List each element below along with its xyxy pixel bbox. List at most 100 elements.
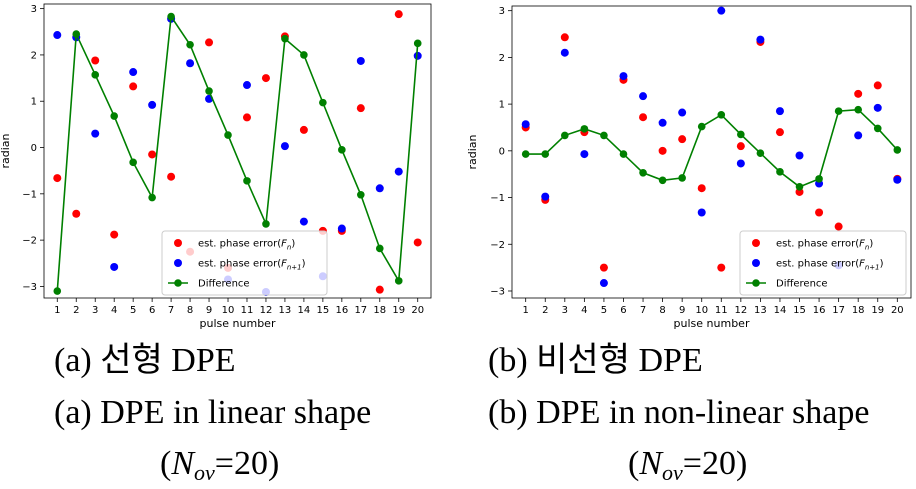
blue-point bbox=[299, 217, 308, 226]
blue-point bbox=[854, 131, 863, 140]
blue-point bbox=[678, 108, 687, 117]
difference-point bbox=[224, 131, 232, 139]
difference-point bbox=[91, 71, 100, 79]
blue-point bbox=[658, 118, 667, 127]
legend-marker bbox=[174, 239, 182, 247]
difference-point bbox=[678, 174, 686, 182]
x-tick-label: 20 bbox=[891, 305, 904, 316]
difference-point bbox=[357, 190, 365, 199]
blue-point bbox=[337, 224, 346, 233]
difference-point bbox=[110, 112, 118, 120]
legend: est. phase error(Fn) est. phase error(Fn+… bbox=[739, 230, 907, 296]
difference-point bbox=[375, 244, 384, 253]
x-tick-label: 10 bbox=[222, 305, 235, 316]
blue-point bbox=[521, 120, 530, 129]
red-point bbox=[91, 56, 100, 65]
blue-point bbox=[580, 150, 589, 159]
blue-point bbox=[375, 184, 384, 193]
red-point bbox=[697, 184, 706, 193]
red-point bbox=[375, 285, 384, 294]
difference-point bbox=[658, 176, 667, 185]
plot-frame bbox=[43, 3, 432, 299]
x-tick-label: 13 bbox=[279, 305, 292, 316]
red-point bbox=[599, 263, 608, 272]
caption-b-english: (b) DPE in non-linear shape bbox=[488, 394, 870, 431]
red-point bbox=[560, 33, 569, 42]
red-point bbox=[356, 104, 365, 113]
red-point bbox=[53, 174, 62, 183]
difference-point bbox=[53, 287, 62, 295]
difference-point bbox=[186, 40, 194, 49]
difference-point bbox=[281, 34, 289, 43]
difference-point bbox=[319, 98, 327, 107]
difference-line bbox=[56, 14, 419, 292]
x-tick-label: 9 bbox=[679, 305, 685, 316]
blue-point bbox=[356, 56, 365, 65]
blue-point bbox=[775, 107, 784, 116]
x-tick-label: 10 bbox=[695, 305, 708, 316]
x-tick-label: 7 bbox=[168, 305, 174, 316]
x-tick-label: 5 bbox=[130, 305, 136, 316]
red-point bbox=[205, 38, 214, 47]
red-point bbox=[873, 81, 882, 90]
red-point bbox=[678, 135, 687, 144]
caption-a-nov-value: =20) bbox=[214, 445, 280, 482]
blue-point bbox=[541, 192, 550, 201]
x-tick-label: 16 bbox=[335, 305, 348, 316]
x-tick-label: 18 bbox=[852, 305, 865, 316]
legend-marker bbox=[752, 279, 760, 287]
difference-point bbox=[541, 150, 550, 158]
red-point bbox=[394, 10, 403, 19]
blue-point bbox=[717, 6, 726, 15]
x-tick-label: 12 bbox=[734, 305, 747, 316]
y-tick-label: −2 bbox=[490, 240, 505, 251]
x-tick-label: 12 bbox=[260, 305, 273, 316]
difference-point bbox=[756, 149, 765, 157]
red-point bbox=[736, 142, 745, 151]
y-tick-label: 1 bbox=[499, 100, 505, 111]
x-tick-label: 15 bbox=[793, 305, 806, 316]
legend-label: est. phase error(Fn+1) bbox=[776, 259, 884, 272]
red-point bbox=[413, 238, 422, 247]
difference-point bbox=[262, 220, 270, 228]
x-tick-label: 1 bbox=[523, 305, 529, 316]
red-point bbox=[658, 146, 667, 155]
difference-point bbox=[521, 150, 530, 158]
y-tick-label: −3 bbox=[490, 286, 505, 297]
legend-label: Difference bbox=[198, 279, 250, 290]
legend-label: est. phase error(Fn+1) bbox=[198, 259, 306, 272]
x-tick-label: 6 bbox=[149, 305, 155, 316]
blue-point bbox=[148, 100, 157, 109]
blue-point bbox=[110, 262, 119, 271]
blue-point bbox=[91, 129, 100, 138]
legend-marker bbox=[174, 259, 182, 267]
x-tick-label: 13 bbox=[754, 305, 767, 316]
y-tick-label: 1 bbox=[31, 97, 37, 108]
blue-point bbox=[560, 48, 569, 57]
red-point bbox=[299, 125, 308, 134]
red-point bbox=[854, 89, 863, 98]
difference-point bbox=[776, 168, 784, 176]
x-tick-label: 3 bbox=[92, 305, 98, 316]
caption-b-nov-symbol: Nov bbox=[639, 445, 683, 485]
x-tick-label: 7 bbox=[640, 305, 646, 316]
difference-point bbox=[619, 150, 628, 158]
legend-box bbox=[739, 230, 907, 296]
chart-a: 1 2 3 4 5 6 7 8 9 10 11 12 13 14 15 16 17 18 19 20−3−2−1012… bbox=[0, 3, 432, 330]
blue-point bbox=[736, 159, 745, 168]
difference-point bbox=[717, 111, 726, 119]
difference-point bbox=[129, 158, 137, 167]
blue-point bbox=[186, 59, 195, 68]
red-point bbox=[72, 209, 81, 218]
blue-point bbox=[394, 167, 403, 176]
red-point bbox=[261, 74, 270, 83]
difference-point bbox=[600, 131, 608, 140]
blue-point bbox=[129, 68, 138, 77]
x-tick-label: 17 bbox=[832, 305, 845, 316]
difference-point bbox=[561, 131, 569, 140]
blue-point bbox=[639, 92, 648, 101]
difference-point bbox=[243, 177, 251, 185]
y-tick-label: −1 bbox=[22, 189, 37, 200]
red-point bbox=[815, 208, 824, 217]
difference-point bbox=[697, 122, 706, 131]
